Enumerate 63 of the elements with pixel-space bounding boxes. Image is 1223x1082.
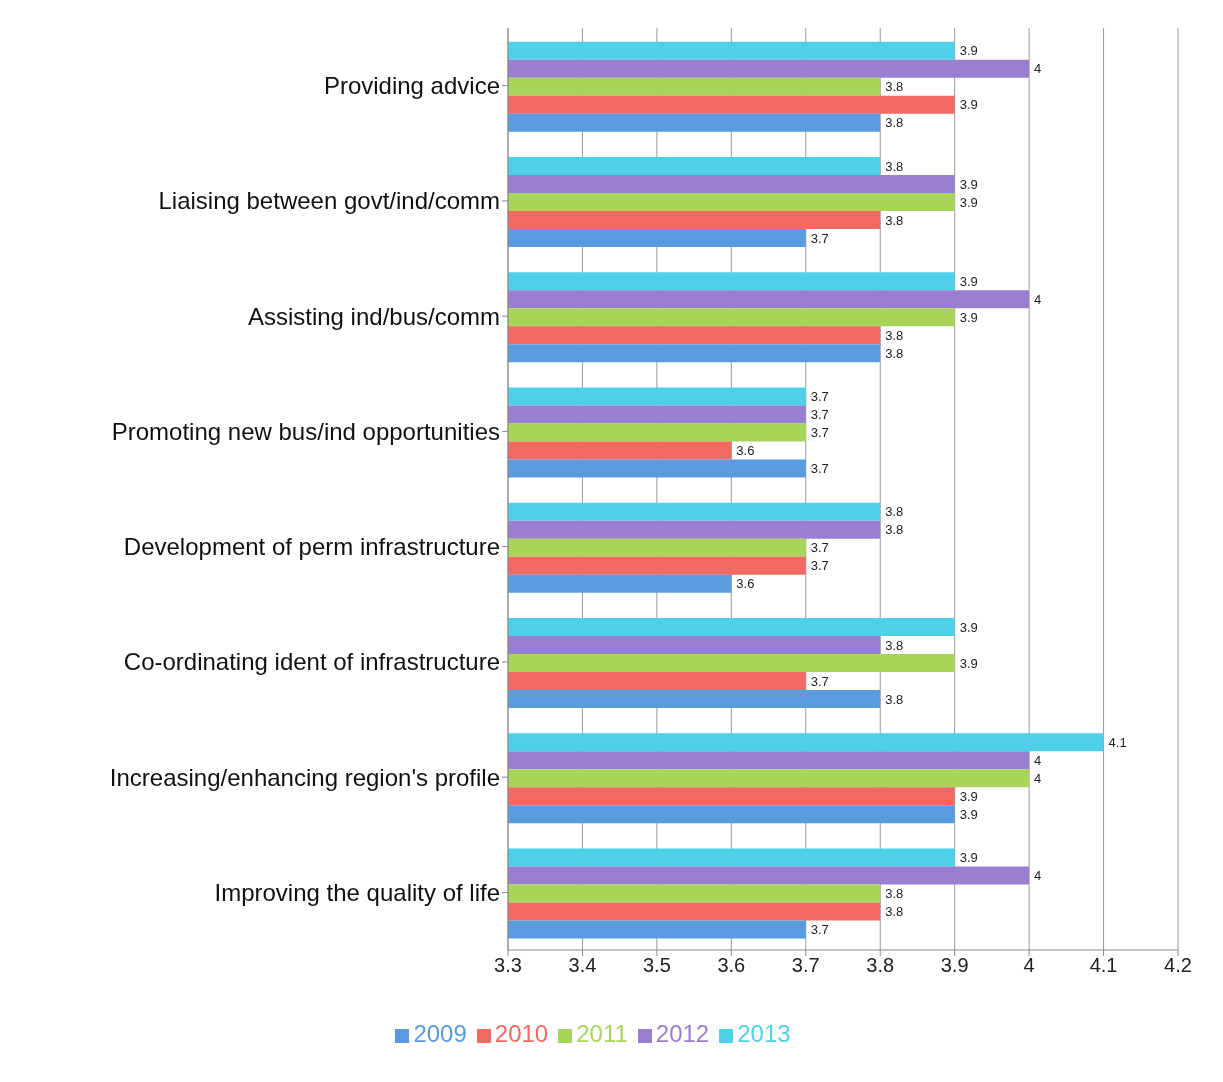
data-label: 3.9 <box>959 176 978 192</box>
x-tick-label: 3.5 <box>642 954 671 977</box>
data-label: 3.7 <box>810 407 829 423</box>
data-label: 3.8 <box>885 904 904 920</box>
x-tick-label: 3.9 <box>940 954 969 977</box>
y-tick-label: Improving the quality of life <box>214 878 500 906</box>
data-label: 3.8 <box>885 158 904 174</box>
data-label: 4 <box>1034 291 1042 307</box>
data-label: 4 <box>1034 770 1042 786</box>
data-label: 3.9 <box>959 655 978 671</box>
data-label: 3.6 <box>736 443 755 459</box>
data-label: 3.9 <box>959 788 978 804</box>
data-label: 3.8 <box>885 522 904 538</box>
data-label: 3.9 <box>959 194 978 210</box>
x-tick-label: 3.4 <box>568 954 597 977</box>
data-label: 3.7 <box>810 425 829 441</box>
data-label: 4.1 <box>1108 734 1127 750</box>
x-tick-label: 3.7 <box>791 954 820 977</box>
x-tick-label: 3.3 <box>494 954 522 977</box>
data-label: 3.9 <box>959 806 978 822</box>
data-label: 3.9 <box>959 43 978 59</box>
legend-label: 2012 <box>655 1020 710 1047</box>
data-label: 3.7 <box>810 540 829 556</box>
y-tick-label: Promoting new bus/ind opportunities <box>111 417 500 445</box>
data-label: 4 <box>1034 61 1042 77</box>
data-label: 3.8 <box>885 691 904 707</box>
legend-label: 2009 <box>413 1020 467 1047</box>
data-label: 3.8 <box>885 327 904 343</box>
data-label: 3.8 <box>885 504 904 520</box>
y-tick-label: Co-ordinating ident of infrastructure <box>123 648 500 676</box>
data-label: 3.7 <box>810 673 829 689</box>
data-label: 3.8 <box>885 637 904 653</box>
x-tick-label: 4 <box>1023 954 1035 977</box>
legend-label: 2013 <box>737 1020 791 1047</box>
data-label: 3.7 <box>810 389 829 405</box>
y-tick-label: Providing advice <box>323 72 500 100</box>
data-label: 3.8 <box>885 886 904 902</box>
data-label: 3.6 <box>736 576 755 592</box>
data-label: 3.8 <box>885 212 904 228</box>
y-tick-label: Liaising between govt/ind/comm <box>158 187 500 215</box>
x-tick-label: 3.8 <box>866 954 895 977</box>
data-label: 3.7 <box>810 922 829 938</box>
data-label: 3.8 <box>885 115 904 131</box>
x-tick-label: 3.6 <box>717 954 746 977</box>
data-label: 4 <box>1034 752 1042 768</box>
data-label: 3.8 <box>885 345 904 361</box>
data-label: 4 <box>1034 868 1042 884</box>
y-tick-label: Increasing/enhancing region's profile <box>109 763 500 791</box>
legend-label: 2011 <box>576 1020 628 1047</box>
x-tick-label: 4.2 <box>1164 954 1192 977</box>
x-tick-label: 4.1 <box>1089 954 1118 977</box>
y-tick-label: Assisting ind/bus/comm <box>247 302 500 330</box>
data-label: 3.9 <box>959 273 978 289</box>
data-label: 3.8 <box>885 79 904 95</box>
data-label: 3.9 <box>959 850 978 866</box>
data-label: 3.9 <box>959 619 978 635</box>
data-label: 3.7 <box>810 461 829 477</box>
y-tick-label: Development of perm infrastructure <box>123 533 500 561</box>
data-label: 3.7 <box>810 558 829 574</box>
data-label: 3.9 <box>959 97 978 113</box>
legend-label: 2010 <box>494 1020 549 1047</box>
data-label: 3.9 <box>959 309 978 325</box>
data-label: 3.7 <box>810 230 829 246</box>
